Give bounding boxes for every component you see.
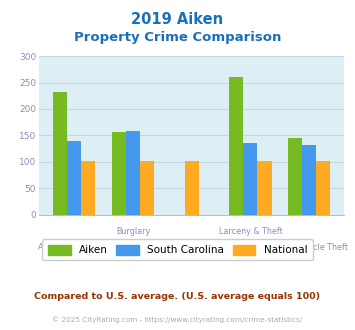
Text: All Property Crime: All Property Crime	[38, 243, 111, 252]
Bar	[140, 161, 154, 215]
Text: Property Crime Comparison: Property Crime Comparison	[74, 31, 281, 44]
Text: © 2025 CityRating.com - https://www.cityrating.com/crime-statistics/: © 2025 CityRating.com - https://www.city…	[53, 316, 302, 323]
Bar	[185, 161, 199, 215]
Bar	[244, 143, 257, 214]
Text: Larceny & Theft: Larceny & Theft	[219, 227, 282, 236]
Legend: Aiken, South Carolina, National: Aiken, South Carolina, National	[42, 240, 313, 260]
Bar	[81, 161, 95, 215]
Bar	[302, 145, 316, 214]
Bar	[257, 161, 272, 215]
Bar	[316, 161, 330, 215]
Bar	[112, 132, 126, 214]
Text: Motor Vehicle Theft: Motor Vehicle Theft	[270, 243, 348, 252]
Text: Burglary: Burglary	[116, 227, 150, 236]
Text: Compared to U.S. average. (U.S. average equals 100): Compared to U.S. average. (U.S. average …	[34, 292, 321, 301]
Bar	[67, 141, 81, 214]
Bar	[229, 77, 244, 214]
Text: Arson: Arson	[180, 243, 203, 252]
Bar	[53, 92, 67, 214]
Bar	[126, 131, 140, 214]
Text: 2019 Aiken: 2019 Aiken	[131, 12, 224, 26]
Bar	[288, 138, 302, 214]
